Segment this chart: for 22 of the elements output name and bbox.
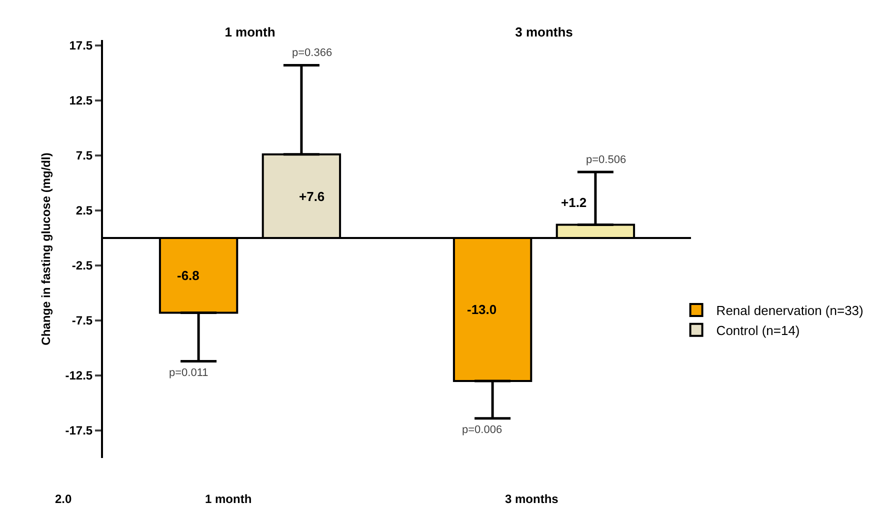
- y-tick-label: -12.5: [65, 368, 93, 383]
- data-label: +1.2: [561, 195, 587, 210]
- data-label: -13.0: [467, 302, 497, 317]
- data-label: +7.6: [299, 189, 325, 204]
- annotation: p=0.506: [586, 154, 626, 166]
- y-tick-label: 12.5: [69, 94, 93, 108]
- y-axis-title: Change in fasting glucose (mg/dl): [39, 152, 54, 346]
- y-tick-label: 7.5: [76, 148, 93, 163]
- annotation: p=0.366: [292, 47, 332, 59]
- text: 2.0: [55, 492, 72, 506]
- y-tick-label: 2.5: [76, 204, 93, 218]
- annotation: p=0.011: [169, 367, 208, 379]
- annotation: p=0.006: [462, 424, 502, 436]
- legend-label: Renal denervation (n=33): [716, 303, 864, 318]
- y-tick-label: -17.5: [65, 424, 93, 438]
- data-label: -6.8: [177, 268, 200, 283]
- text: 3 months: [505, 492, 558, 506]
- y-tick-label: 17.5: [69, 38, 93, 53]
- text: 1 month: [205, 492, 252, 506]
- y-tick-label: -2.5: [72, 258, 93, 273]
- y-tick-label: -7.5: [72, 314, 93, 328]
- legend-label: Control (n=14): [716, 322, 800, 338]
